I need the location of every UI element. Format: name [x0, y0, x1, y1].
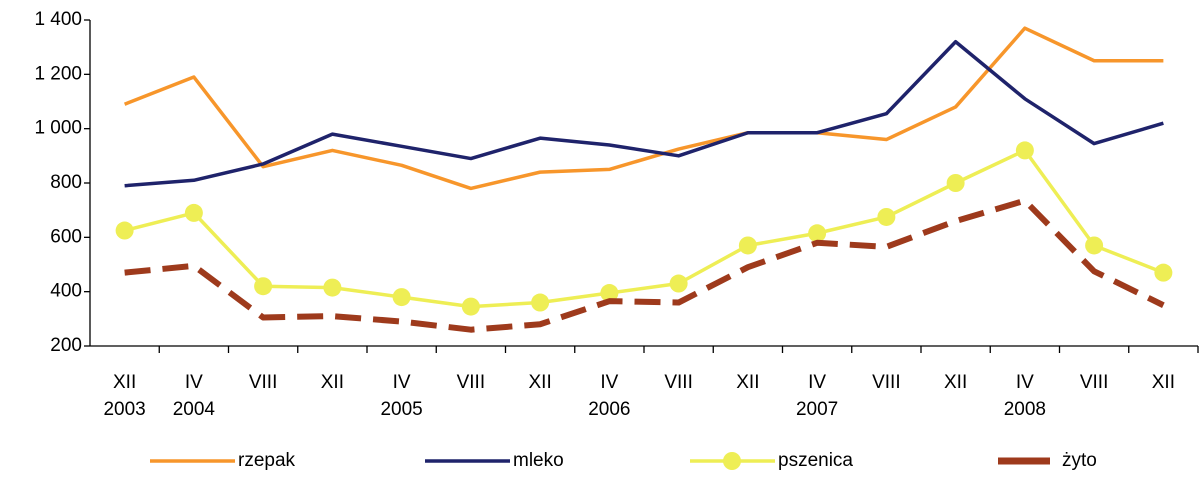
point — [946, 174, 965, 192]
point — [1015, 141, 1034, 160]
x-tick-label: XII — [321, 372, 344, 393]
y-tick-label: 600 — [50, 226, 82, 247]
x-tick-year: 2003 — [103, 399, 145, 420]
x-tick-year: 2007 — [796, 399, 838, 420]
point — [877, 207, 896, 226]
point — [738, 236, 757, 255]
x-tick-label: IV — [185, 372, 203, 393]
series-line — [124, 39, 1164, 188]
y-tick-label: 1 400 — [34, 9, 82, 30]
legend-label: żyto — [1062, 450, 1097, 471]
point — [323, 278, 342, 297]
x-tick-label: IV — [808, 372, 826, 393]
legend-label: pszenica — [778, 450, 853, 471]
x-tick-year: 2005 — [380, 399, 422, 420]
x-tick-label: VIII — [1080, 372, 1109, 393]
point — [1154, 263, 1173, 282]
point — [531, 293, 550, 312]
series-line — [124, 197, 1165, 333]
point — [600, 284, 619, 303]
point — [669, 274, 688, 293]
x-tick-year: 2006 — [588, 399, 630, 420]
x-tick-label: IV — [393, 372, 411, 393]
y-tick-label: 400 — [50, 281, 82, 302]
point — [392, 288, 411, 307]
point — [184, 203, 203, 222]
x-tick-year: 2008 — [1004, 399, 1046, 420]
y-tick-label: 1 200 — [34, 63, 82, 84]
point — [808, 224, 827, 243]
x-tick-label: VIII — [664, 372, 693, 393]
x-tick-label: XII — [529, 372, 552, 393]
y-tick-label: 200 — [50, 335, 82, 356]
y-tick-label: 1 000 — [34, 118, 82, 139]
x-tick-label: VIII — [249, 372, 278, 393]
x-tick-year: 2004 — [173, 399, 216, 420]
legend-marker — [723, 452, 741, 470]
point — [115, 221, 134, 240]
series-line — [124, 148, 1165, 309]
x-tick-label: VIII — [457, 372, 486, 393]
x-tick-label: IV — [600, 372, 618, 393]
x-tick-label: VIII — [872, 372, 901, 393]
x-tick-label: IV — [1016, 372, 1034, 393]
point — [254, 277, 273, 296]
legend-label: mleko — [513, 450, 564, 471]
x-tick-label: XII — [736, 372, 759, 393]
x-tick-label: XII — [113, 372, 136, 393]
x-tick-label: XII — [944, 372, 967, 393]
series-line — [123, 26, 1164, 191]
x-tick-label: XII — [1152, 372, 1175, 393]
legend-label: rzepak — [238, 450, 296, 471]
point — [461, 297, 480, 316]
y-tick-label: 800 — [50, 172, 82, 193]
point — [1085, 236, 1104, 255]
